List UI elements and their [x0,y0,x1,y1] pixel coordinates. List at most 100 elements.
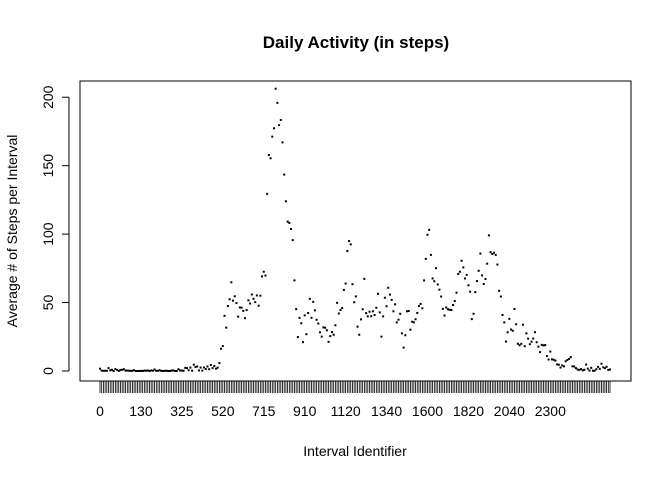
y-tick-label: 100 [40,222,56,246]
data-point [539,351,542,354]
data-point [522,323,525,326]
data-point [573,365,576,368]
data-point [417,305,420,308]
data-point [259,294,262,297]
data-point [467,284,470,287]
data-point [368,310,371,313]
data-point [155,369,158,372]
chart-title: Daily Activity (in steps) [263,33,449,52]
data-point [556,363,559,366]
data-point [107,367,110,370]
data-point [112,370,115,372]
data-point [571,365,574,368]
data-point [237,315,240,318]
data-point [441,307,444,310]
data-point [232,299,235,302]
data-point [453,300,456,303]
data-point [533,331,536,334]
data-point [580,368,582,371]
data-point [301,341,304,344]
data-point [515,323,518,326]
data-point [385,305,388,308]
data-point [566,358,569,361]
data-point [419,302,422,305]
data-point [559,366,562,369]
data-point [136,370,139,372]
data-point [254,301,257,304]
data-point [317,322,320,325]
x-tick-label: 1120 [331,403,361,419]
data-point [179,369,182,372]
data-point [131,369,134,372]
data-point [274,87,277,90]
data-point [588,369,591,372]
data-point [383,296,386,299]
data-point [409,328,412,331]
data-point [462,266,465,269]
data-point [250,293,253,296]
data-point [562,365,565,368]
data-point [220,347,223,350]
data-point [481,274,484,277]
data-point [177,368,180,371]
data-point [286,220,289,223]
data-point [569,356,572,359]
data-point [290,228,293,231]
data-point [117,369,120,372]
data-point [334,324,337,327]
data-point [390,298,393,301]
data-point [167,370,170,372]
data-point [211,367,214,370]
data-point [528,343,531,346]
data-point [145,369,148,372]
data-point [100,369,103,372]
data-point [163,369,166,372]
data-point [457,272,460,275]
data-point [551,358,554,361]
data-point [189,366,192,369]
data-point [196,365,199,368]
data-point [180,369,183,372]
data-point [226,305,229,308]
data-point [218,362,221,365]
data-point [150,369,153,372]
data-point [235,302,238,305]
data-point [491,252,494,255]
data-point [452,304,455,307]
data-point [356,325,359,328]
data-point [591,369,594,372]
data-point [523,345,526,348]
data-point [547,358,550,361]
data-point [377,292,380,295]
data-point [296,336,299,339]
data-point [305,333,308,336]
data-point [102,369,105,372]
data-point [412,321,415,324]
data-point [388,293,391,296]
data-point [586,367,589,370]
data-point [605,365,608,368]
data-point [213,365,216,368]
data-point [298,316,301,319]
data-point [530,340,533,343]
data-point [119,369,122,372]
data-point [351,283,354,286]
data-point [392,310,395,313]
data-point [518,344,521,347]
data-point [158,369,161,372]
data-point [342,288,345,291]
data-point [300,322,303,325]
data-point [433,280,436,283]
data-point [308,297,311,300]
data-point [426,233,429,236]
data-point [266,192,269,195]
data-point [549,350,552,353]
x-tick-label: 0 [96,403,104,419]
data-point [527,337,530,340]
data-point [578,368,581,371]
data-point [329,335,332,338]
data-point [370,315,373,318]
data-point [315,318,318,321]
x-tick-label: 325 [170,403,194,419]
